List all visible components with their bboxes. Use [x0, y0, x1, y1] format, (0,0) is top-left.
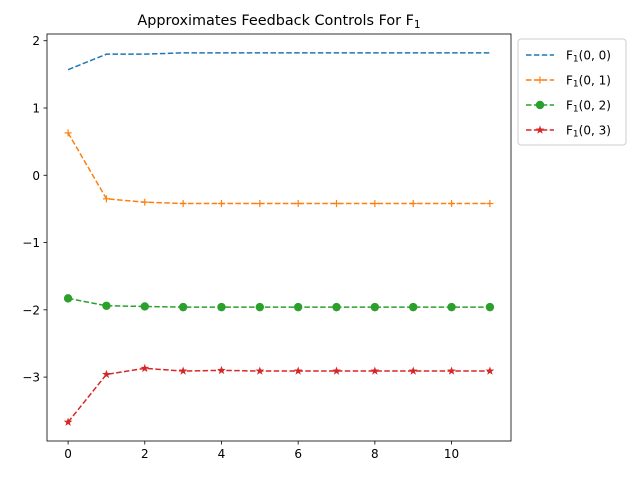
- axes-frame: [46, 33, 512, 442]
- data-point: [370, 302, 380, 312]
- legend-entry: F1(0, 3): [526, 124, 611, 140]
- data-point: [409, 200, 417, 208]
- legend-label-main: F: [566, 124, 573, 138]
- legend-label-args: (0, 2): [579, 99, 611, 113]
- y-tick-label: −3: [22, 371, 40, 385]
- data-point: [217, 302, 226, 312]
- data-point: [63, 417, 73, 426]
- y-tick-label: −2: [22, 303, 40, 317]
- data-point: [485, 302, 495, 312]
- x-tick-label: 0: [64, 447, 72, 461]
- legend-label-sub: 1: [573, 80, 579, 90]
- legend-marker: [536, 76, 544, 84]
- series-line: [67, 367, 490, 423]
- data-point: [332, 366, 341, 375]
- data-point: [63, 294, 73, 303]
- data-point: [179, 200, 187, 208]
- legend-label-main: F: [566, 74, 573, 88]
- legend-label: F1(0, 0): [566, 49, 611, 65]
- data-point: [102, 301, 111, 310]
- y-tick-label: 2: [32, 34, 40, 48]
- data-point: [409, 302, 418, 312]
- data-point: [447, 302, 456, 312]
- legend-label-sub: 1: [573, 105, 579, 115]
- chart-title: Approximates Feedback Controls For F1: [137, 13, 420, 31]
- y-tick-label: −1: [22, 236, 40, 250]
- x-tick-label: 2: [141, 447, 149, 461]
- chart-title-main: Approximates Feedback Controls For F: [137, 13, 414, 29]
- x-tick-label: 4: [218, 447, 226, 461]
- legend-label-main: F: [566, 49, 573, 63]
- y-axis: 2 1 0 −1 −2 −3: [22, 34, 47, 385]
- series-line: [67, 132, 490, 205]
- data-point: [64, 129, 72, 137]
- data-point: [102, 195, 110, 203]
- data-point: [408, 366, 418, 375]
- x-axis: 0 2 4 6 8 10: [64, 441, 459, 461]
- data-point: [293, 366, 303, 375]
- legend-marker: [535, 125, 545, 134]
- data-point: [294, 200, 302, 208]
- data-point: [178, 302, 188, 312]
- data-point: [447, 366, 456, 375]
- data-point: [486, 200, 494, 208]
- legend-label-main: F: [566, 99, 573, 113]
- series-0: [67, 52, 490, 71]
- series-line: [67, 52, 490, 71]
- series-3: [63, 363, 495, 426]
- data-point: [217, 200, 225, 208]
- data-point: [255, 302, 265, 312]
- legend-label: F1(0, 3): [566, 124, 611, 140]
- data-point: [448, 200, 456, 208]
- data-point: [140, 302, 149, 311]
- data-point: [217, 365, 226, 375]
- data-point: [102, 369, 111, 379]
- legend-label: F1(0, 2): [566, 99, 611, 115]
- legend-label: F1(0, 1): [566, 74, 611, 90]
- data-point: [485, 366, 495, 375]
- data-point: [371, 200, 379, 208]
- data-point: [256, 200, 264, 208]
- series-1: [64, 129, 494, 208]
- data-point: [178, 366, 188, 375]
- data-point: [141, 198, 149, 206]
- data-point: [255, 366, 265, 375]
- plot-area: [63, 52, 495, 426]
- y-tick-label: 0: [32, 169, 40, 183]
- series-2: [63, 294, 495, 312]
- legend-entry: F1(0, 2): [526, 99, 611, 115]
- data-point: [140, 363, 150, 373]
- data-point: [293, 302, 303, 312]
- x-tick-label: 8: [371, 447, 379, 461]
- legend-entry: F1(0, 0): [526, 49, 611, 65]
- data-point: [332, 302, 341, 312]
- chart-title-subscript: 1: [414, 19, 421, 31]
- series-line: [67, 297, 490, 308]
- legend-label-sub: 1: [573, 130, 579, 140]
- legend-label-args: (0, 1): [579, 74, 611, 88]
- x-tick-label: 6: [294, 447, 302, 461]
- y-tick-label: 1: [32, 102, 40, 116]
- legend-label-sub: 1: [573, 55, 579, 65]
- legend-entry: F1(0, 1): [526, 74, 611, 90]
- legend: F1(0, 0)F1(0, 1)F1(0, 2)F1(0, 3): [517, 38, 627, 146]
- legend-label-args: (0, 0): [579, 49, 611, 63]
- legend-label-args: (0, 3): [579, 124, 611, 138]
- data-point: [370, 366, 380, 375]
- x-tick-label: 10: [444, 447, 459, 461]
- legend-box: [517, 38, 627, 146]
- legend-marker: [535, 100, 545, 110]
- data-point: [333, 200, 341, 208]
